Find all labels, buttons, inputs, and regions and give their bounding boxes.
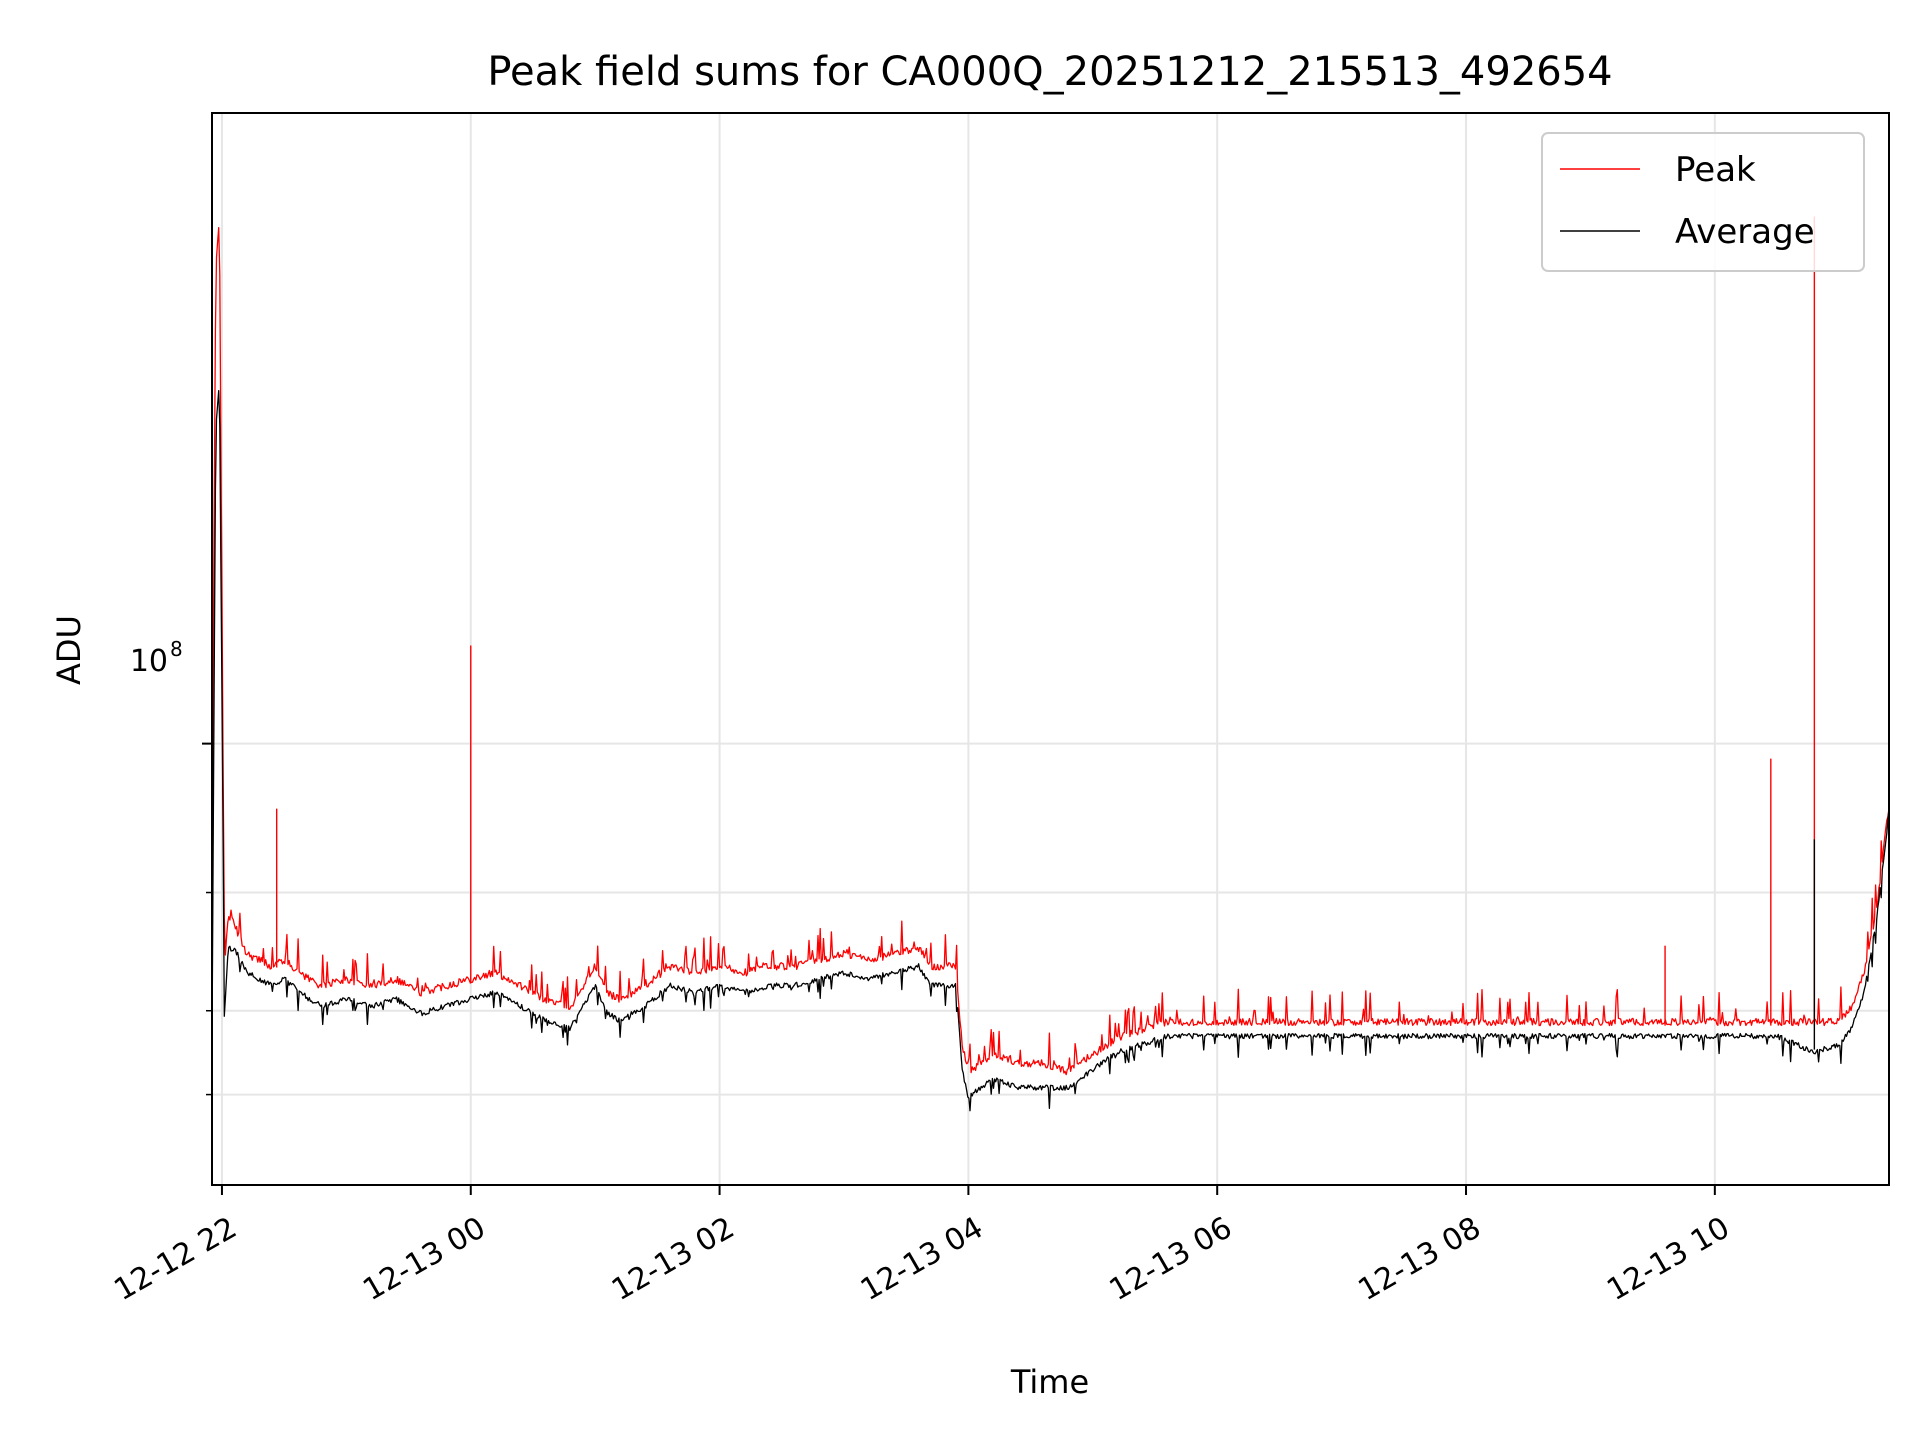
legend-label-peak: Peak	[1675, 150, 1756, 190]
chart-title: Peak field sums for CA000Q_20251212_2155…	[487, 49, 1612, 95]
x-axis-label: Time	[1010, 1363, 1089, 1401]
legend: Peak Average	[1541, 132, 1865, 272]
legend-label-average: Average	[1675, 212, 1815, 252]
y-tick-label-1e8: 10 8	[130, 637, 183, 679]
series-line-peak	[212, 226, 1889, 1076]
legend-box	[1541, 132, 1865, 272]
plot-frame	[211, 112, 1890, 1186]
y-tick-base: 10	[130, 644, 168, 679]
y-tick-exponent: 8	[170, 637, 183, 661]
series-layer	[212, 216, 1889, 1112]
series-line-average	[212, 389, 1889, 1112]
y-axis-label: ADU	[50, 615, 88, 685]
